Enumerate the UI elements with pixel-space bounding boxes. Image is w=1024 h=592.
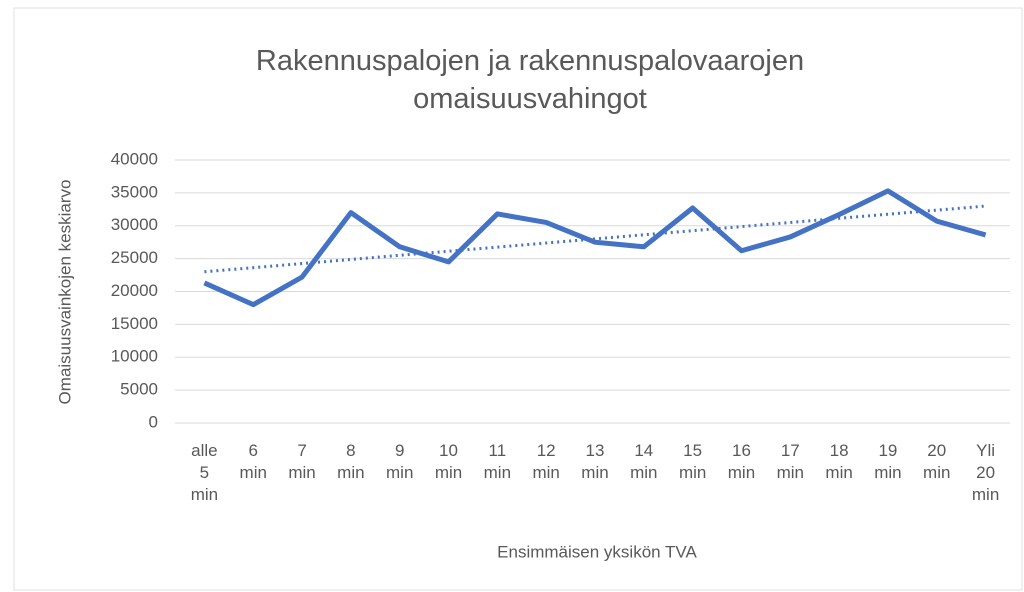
x-tick-label: 11 min — [483, 441, 512, 482]
x-tick-label: 8 min — [337, 441, 365, 482]
y-tick-label: 25000 — [111, 248, 158, 267]
x-tick-label: 16 min — [727, 441, 756, 482]
trendline — [204, 204, 986, 274]
y-tick-label: 15000 — [111, 314, 158, 333]
x-tick-label: 12 min — [532, 441, 560, 482]
y-tick-label: 20000 — [111, 281, 158, 300]
x-tick-label: Yli 20 min — [971, 441, 1000, 504]
x-tick-label: 18 min — [825, 441, 853, 482]
x-axis-label: Ensimmäisen yksikön TVA — [497, 542, 697, 561]
chart-border — [13, 7, 1023, 591]
y-axis-label: Omaisuusvainkojen keskiarvo — [55, 180, 74, 405]
chart-title: Rakennuspalojen ja rakennuspalovaarojen … — [255, 45, 805, 115]
x-tick-label: 15 min — [678, 441, 707, 482]
y-tick-label: 35000 — [111, 182, 158, 201]
x-tick-label: 20 min — [923, 441, 951, 482]
x-tick-label: 19 min — [874, 441, 902, 482]
x-tick-label: 6 min — [239, 441, 267, 482]
y-tick-label: 40000 — [111, 149, 158, 168]
y-tick-label: 5000 — [120, 380, 158, 399]
y-tick-label: 30000 — [111, 215, 158, 234]
x-tick-label: 13 min — [581, 441, 609, 482]
x-tick-label: 17 min — [776, 441, 804, 482]
y-tick-label: 0 — [149, 412, 158, 431]
x-tick-label: 7 min — [288, 441, 316, 482]
y-tick-label: 10000 — [111, 347, 158, 366]
x-tick-label: alle 5 min — [190, 441, 219, 504]
data-line — [203, 188, 987, 308]
x-tick-label: 9 min — [386, 441, 414, 482]
x-tick-label: 10 min — [434, 441, 463, 482]
x-tick-label: 14 min — [630, 441, 658, 482]
